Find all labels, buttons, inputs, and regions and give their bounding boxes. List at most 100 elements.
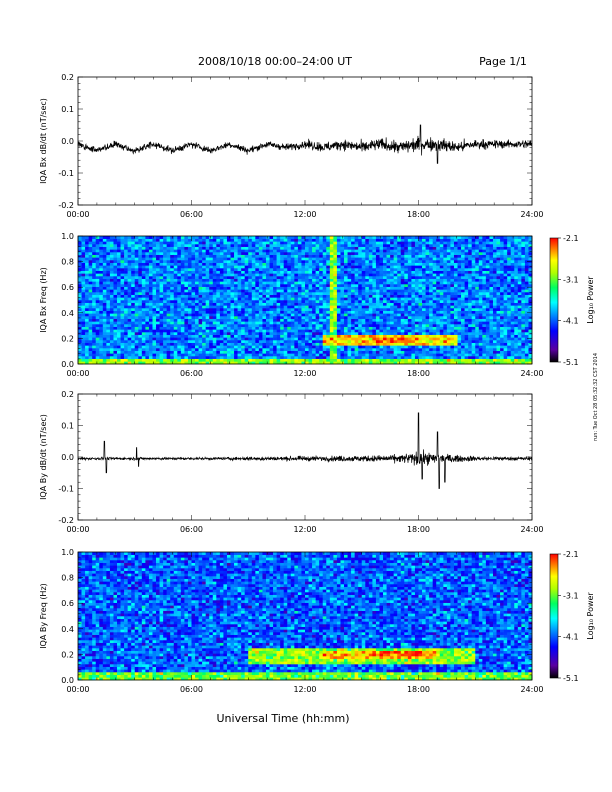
spectrogram-cell <box>102 252 107 255</box>
spectrogram-cell <box>365 334 370 338</box>
spectrogram-cell <box>166 257 171 261</box>
spectrogram-cell <box>390 265 394 269</box>
spectrogram-cell <box>305 332 309 335</box>
spectrogram-cell <box>361 302 366 306</box>
spectrogram-cell <box>344 276 348 279</box>
spectrogram-cell <box>276 361 281 365</box>
spectrogram-cell <box>414 265 419 269</box>
spectrogram-cell <box>226 337 231 341</box>
spectrogram-cell <box>209 246 214 250</box>
spectrogram-cell <box>432 236 437 239</box>
spectrogram-cell <box>390 294 394 298</box>
spectrogram-cell <box>117 249 121 253</box>
spectrogram-cell <box>219 321 224 325</box>
spectrogram-cell <box>163 297 167 301</box>
spectrogram-cell <box>333 294 338 298</box>
spectrogram-cell <box>191 252 196 255</box>
spectrogram-cell <box>198 257 203 261</box>
spectrogram-cell <box>315 350 320 354</box>
spectrogram-cell <box>361 340 366 343</box>
spectrogram-cell <box>436 284 441 287</box>
spectrogram-cell <box>319 241 324 245</box>
spectrogram-cell <box>393 262 398 266</box>
spectrogram-cell <box>432 345 437 349</box>
spectrogram-cell <box>124 302 128 306</box>
spectrogram-cell <box>319 238 324 242</box>
spectrogram-cell <box>230 236 235 239</box>
spectrogram-cell <box>226 286 231 290</box>
spectrogram-cell <box>166 345 171 349</box>
spectrogram-cell <box>280 249 285 253</box>
spectrogram-cell <box>414 286 419 290</box>
spectrogram-cell <box>237 332 242 335</box>
spectrogram-cell <box>127 281 132 285</box>
spectrogram-cell <box>191 316 196 319</box>
spectrogram-cell <box>212 356 217 359</box>
spectrogram-cell <box>280 273 285 277</box>
spectrogram-cell <box>120 241 125 245</box>
spectrogram-cell <box>78 273 82 277</box>
spectrogram-cell <box>404 345 409 349</box>
spectrogram-cell <box>241 300 246 303</box>
spectrogram-cell <box>85 305 89 309</box>
spectrogram-cell <box>351 252 355 255</box>
spectrogram-cell <box>418 236 423 239</box>
spectrogram-cell <box>347 318 352 322</box>
spectrogram-cell <box>198 345 203 349</box>
spectrogram-cell <box>340 302 345 306</box>
spectrogram-cell <box>273 252 277 255</box>
spectrogram-cell <box>333 321 338 325</box>
spectrogram-cell <box>166 358 171 362</box>
spectrogram-cell <box>329 308 334 311</box>
spectrogram-cell <box>297 292 302 295</box>
spectrogram-cell <box>191 265 196 269</box>
spectrogram-cell <box>322 278 327 282</box>
spectrogram-cell <box>390 297 394 301</box>
spectrogram-cell <box>354 262 359 266</box>
spectrogram-cell <box>358 270 363 274</box>
spectrogram-cell <box>127 270 132 274</box>
spectrogram-cell <box>251 358 256 362</box>
spectrogram-cell <box>202 361 206 365</box>
spectrogram-cell <box>187 268 192 271</box>
spectrogram-cell <box>400 313 405 317</box>
spectrogram-cell <box>99 334 104 338</box>
spectrogram-cell <box>102 348 107 351</box>
spectrogram-cell <box>280 284 285 287</box>
spectrogram-cell <box>379 241 384 245</box>
spectrogram-cell <box>326 236 331 239</box>
spectrogram-cell <box>280 276 285 279</box>
spectrogram-cell <box>400 308 405 311</box>
spectrogram-cell <box>400 289 405 293</box>
spectrogram-cell <box>422 313 426 317</box>
spectrogram-cell <box>88 276 93 279</box>
spectrogram-cell <box>187 316 192 319</box>
spectrogram-cell <box>361 265 366 269</box>
spectrogram-cell <box>223 300 228 303</box>
spectrogram-cell <box>88 302 93 306</box>
spectrogram-cell <box>173 318 178 322</box>
spectrogram-cell <box>358 324 363 327</box>
spectrogram-cell <box>312 292 316 295</box>
spectrogram-cell <box>393 249 398 253</box>
spectrogram-cell <box>290 278 295 282</box>
spectrogram-cell <box>255 350 260 354</box>
spectrogram-cell <box>127 340 132 343</box>
spectrogram-cell <box>301 316 306 319</box>
spectrogram-cell <box>187 321 192 325</box>
spectrogram-cell <box>305 270 309 274</box>
spectrogram-cell <box>85 300 89 303</box>
spectrogram-cell <box>131 241 136 245</box>
spectrogram-cell <box>120 265 125 269</box>
spectrogram-cell <box>195 297 199 301</box>
spectrogram-cell <box>141 286 146 290</box>
spectrogram-cell <box>397 308 402 311</box>
spectrogram-cell <box>404 297 409 301</box>
spectrogram-cell <box>386 350 391 354</box>
spectrogram-cell <box>301 238 306 242</box>
spectrogram-cell <box>262 361 267 365</box>
spectrogram-cell <box>216 348 221 351</box>
spectrogram-cell <box>163 260 167 263</box>
spectrogram-cell <box>383 257 387 261</box>
spectrogram-cell <box>407 265 412 269</box>
